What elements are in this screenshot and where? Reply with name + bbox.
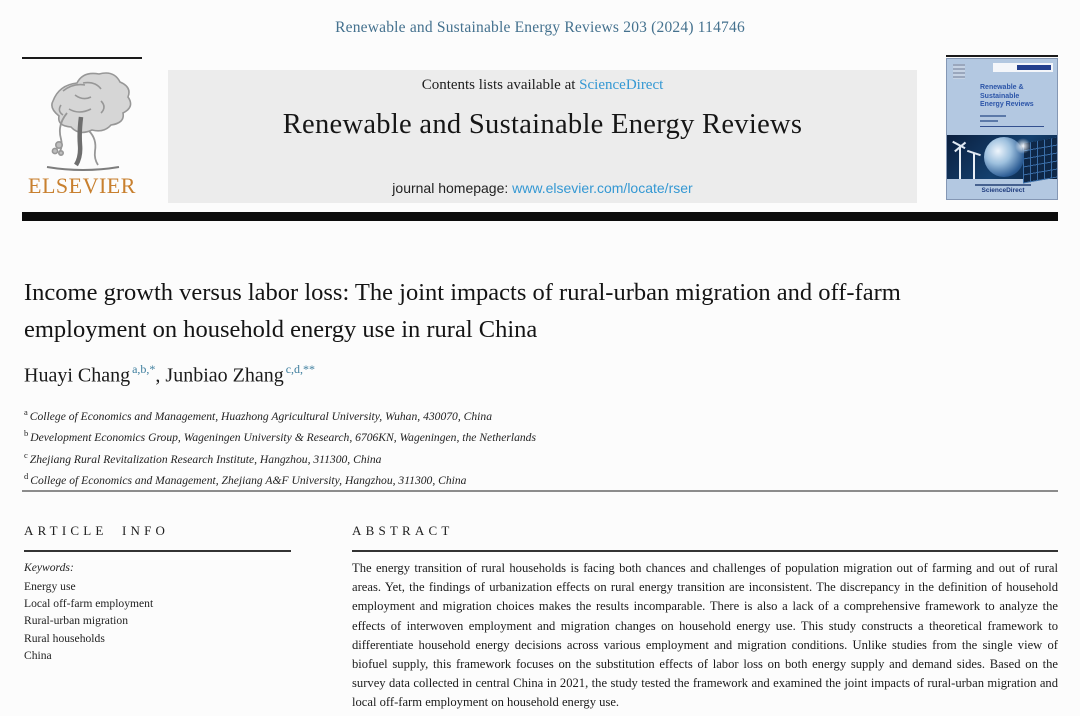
abstract-rule xyxy=(352,550,1058,552)
elsevier-tree-icon xyxy=(22,61,142,177)
light-flare-icon xyxy=(1015,138,1031,154)
affiliation-mark: b xyxy=(24,428,29,439)
keyword-item: Rural households xyxy=(24,631,105,645)
cover-publisher-mark-icon xyxy=(953,64,965,79)
affiliation-text: College of Economics and Management, Hua… xyxy=(29,409,492,423)
cover-bottom-line xyxy=(975,184,1031,186)
journal-name: Renewable and Sustainable Energy Reviews xyxy=(282,109,803,140)
contents-prefix: Contents lists available at xyxy=(421,77,580,93)
affiliation-mark: a xyxy=(24,407,28,417)
author-name: Junbiao Zhang xyxy=(165,364,284,387)
cover-rule xyxy=(980,126,1044,127)
section-divider-rule xyxy=(22,490,1058,492)
cover-editor-line xyxy=(980,115,1006,117)
author-separator: , xyxy=(155,364,166,387)
cover-sciencedirect-label: ScienceDirect xyxy=(981,187,1025,194)
cover-issn-strip xyxy=(993,63,1053,72)
homepage-prefix: journal homepage: xyxy=(392,180,513,196)
keyword-item: Local off-farm employment xyxy=(24,597,154,611)
article-info-rule xyxy=(24,550,291,552)
affiliation-text: Zhejiang Rural Revitalization Research I… xyxy=(29,452,382,466)
header-divider-bar xyxy=(22,212,1058,221)
author-affiliation-marks: c,d,** xyxy=(285,362,316,376)
keyword-item: China xyxy=(24,648,52,662)
author-affiliation-marks: a,b,* xyxy=(132,362,156,376)
logo-top-rule xyxy=(22,57,142,59)
cover-photo xyxy=(947,135,1057,184)
abstract-text: The energy transition of rural household… xyxy=(352,559,1058,713)
affiliation-mark: d xyxy=(24,470,29,481)
cover-top-rule xyxy=(946,55,1058,57)
keyword-item: Energy use xyxy=(24,580,76,593)
affiliation-item: b Development Economics Group, Wageningen… xyxy=(24,425,536,446)
elsevier-logo: ELSEVIER xyxy=(22,61,142,199)
abstract-body: The energy transition of rural household… xyxy=(352,561,1058,691)
cover-journal-title: Renewable & Sustainable Energy Reviews xyxy=(980,84,1034,108)
abstract-heading: ABSTRACT xyxy=(352,523,454,538)
cover-editor-line xyxy=(980,120,998,122)
keywords-label: Keywords: xyxy=(24,561,74,574)
article-title: Income growth versus labor loss: The joi… xyxy=(24,279,901,343)
journal-cover-thumbnail: Renewable & Sustainable Energy Reviews S… xyxy=(946,58,1058,200)
keyword-item: Rural-urban migration xyxy=(24,614,128,628)
sciencedirect-link[interactable]: ScienceDirect xyxy=(579,77,664,93)
affiliation-item: a College of Economics and Management, Hu… xyxy=(24,404,536,425)
journal-homepage-link[interactable]: www.elsevier.com/locate/rser xyxy=(512,180,693,196)
affiliation-text: Development Economics Group, Wageningen … xyxy=(30,431,536,445)
journal-header-box: Contents lists available at ScienceDirec… xyxy=(168,70,917,203)
author-line: Huayi Chang a,b,*, Junbiao Zhang c,d,** xyxy=(24,362,316,388)
affiliation-item: d College of Economics and Management, Zh… xyxy=(24,468,536,489)
elsevier-logo-text: ELSEVIER xyxy=(28,173,136,198)
affiliations: a College of Economics and Management, Hu… xyxy=(24,404,536,489)
author-name: Huayi Chang xyxy=(24,364,131,387)
cover-issn-bar xyxy=(1017,65,1051,70)
affiliation-mark: c xyxy=(24,449,28,460)
abstract-clipped-line: framework and examined the joint impacts… xyxy=(352,676,1058,710)
article-info-heading: ARTICLE INFO xyxy=(24,523,170,538)
affiliation-text: College of Economics and Management, Zhe… xyxy=(30,473,467,487)
journal-citation: Renewable and Sustainable Energy Reviews… xyxy=(335,19,745,36)
wind-turbine-icon xyxy=(959,145,961,179)
affiliation-item: c Zhejiang Rural Revitalization Research … xyxy=(24,447,536,468)
contents-list-line: Contents lists available at ScienceDirec… xyxy=(168,77,917,94)
journal-homepage-line: journal homepage: www.elsevier.com/locat… xyxy=(168,180,917,196)
keywords-list: Energy use Local off-farm employment Rur… xyxy=(24,578,153,664)
wind-turbine-icon xyxy=(973,153,975,179)
